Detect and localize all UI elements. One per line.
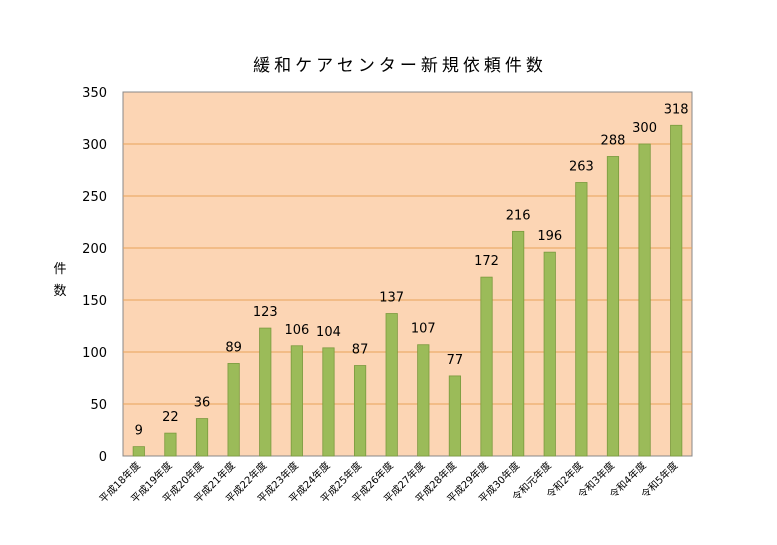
data-label: 106	[284, 323, 309, 338]
y-axis-ticks: 0 50 100 150 200 250 300 350	[82, 86, 107, 465]
data-label: 137	[379, 291, 404, 306]
data-label: 318	[664, 102, 689, 117]
y-tick-label: 250	[82, 190, 107, 205]
data-label: 263	[569, 159, 594, 174]
y-tick-label: 100	[82, 346, 107, 361]
gridlines	[123, 143, 692, 405]
x-axis-categories: 平成18年度平成19年度平成20年度平成21年度平成22年度平成23年度平成24…	[96, 459, 680, 505]
data-label: 123	[253, 305, 278, 320]
bar	[195, 418, 209, 457]
y-axis-label: 件数	[53, 262, 66, 299]
bar	[606, 156, 620, 457]
data-label: 216	[506, 208, 531, 223]
data-label: 104	[316, 325, 341, 340]
y-tick-label: 0	[99, 450, 107, 465]
bar	[227, 363, 240, 457]
data-label: 107	[411, 322, 436, 337]
data-label: 9	[135, 424, 143, 439]
y-tick-label: 300	[82, 138, 107, 153]
bars	[132, 124, 683, 457]
y-tick-label: 150	[82, 294, 107, 309]
data-label: 172	[474, 254, 499, 269]
data-labels: 9 22 36 89 123 106 104 87 137 107 77 172 216 196 263 28…	[135, 102, 689, 438]
chart-title: 緩和ケアセンター新規依頼件数	[253, 56, 547, 76]
plot-area	[122, 91, 693, 457]
bar	[385, 313, 398, 457]
data-label: 87	[352, 343, 369, 358]
bar	[512, 230, 525, 457]
bar	[290, 345, 303, 457]
data-label: 89	[225, 340, 242, 355]
data-label: 36	[194, 396, 211, 411]
bar	[543, 251, 556, 457]
y-axis-label-char: 数	[53, 284, 66, 299]
data-label: 22	[162, 410, 179, 425]
bar	[259, 327, 272, 457]
bar	[417, 344, 430, 457]
bar	[638, 143, 651, 457]
data-label: 77	[447, 353, 464, 368]
bar	[132, 446, 145, 457]
data-label: 300	[632, 121, 657, 136]
bar	[480, 276, 493, 457]
bar	[448, 375, 462, 457]
y-axis-label-char: 件	[53, 262, 66, 277]
bar	[575, 182, 588, 457]
bar	[164, 432, 177, 457]
data-label: 196	[537, 229, 562, 244]
y-tick-label: 200	[82, 242, 107, 257]
bar	[670, 124, 683, 457]
data-label: 288	[601, 133, 626, 148]
bar	[322, 347, 335, 457]
bar	[353, 365, 367, 457]
y-tick-label: 350	[82, 86, 107, 101]
y-tick-label: 50	[90, 398, 107, 413]
